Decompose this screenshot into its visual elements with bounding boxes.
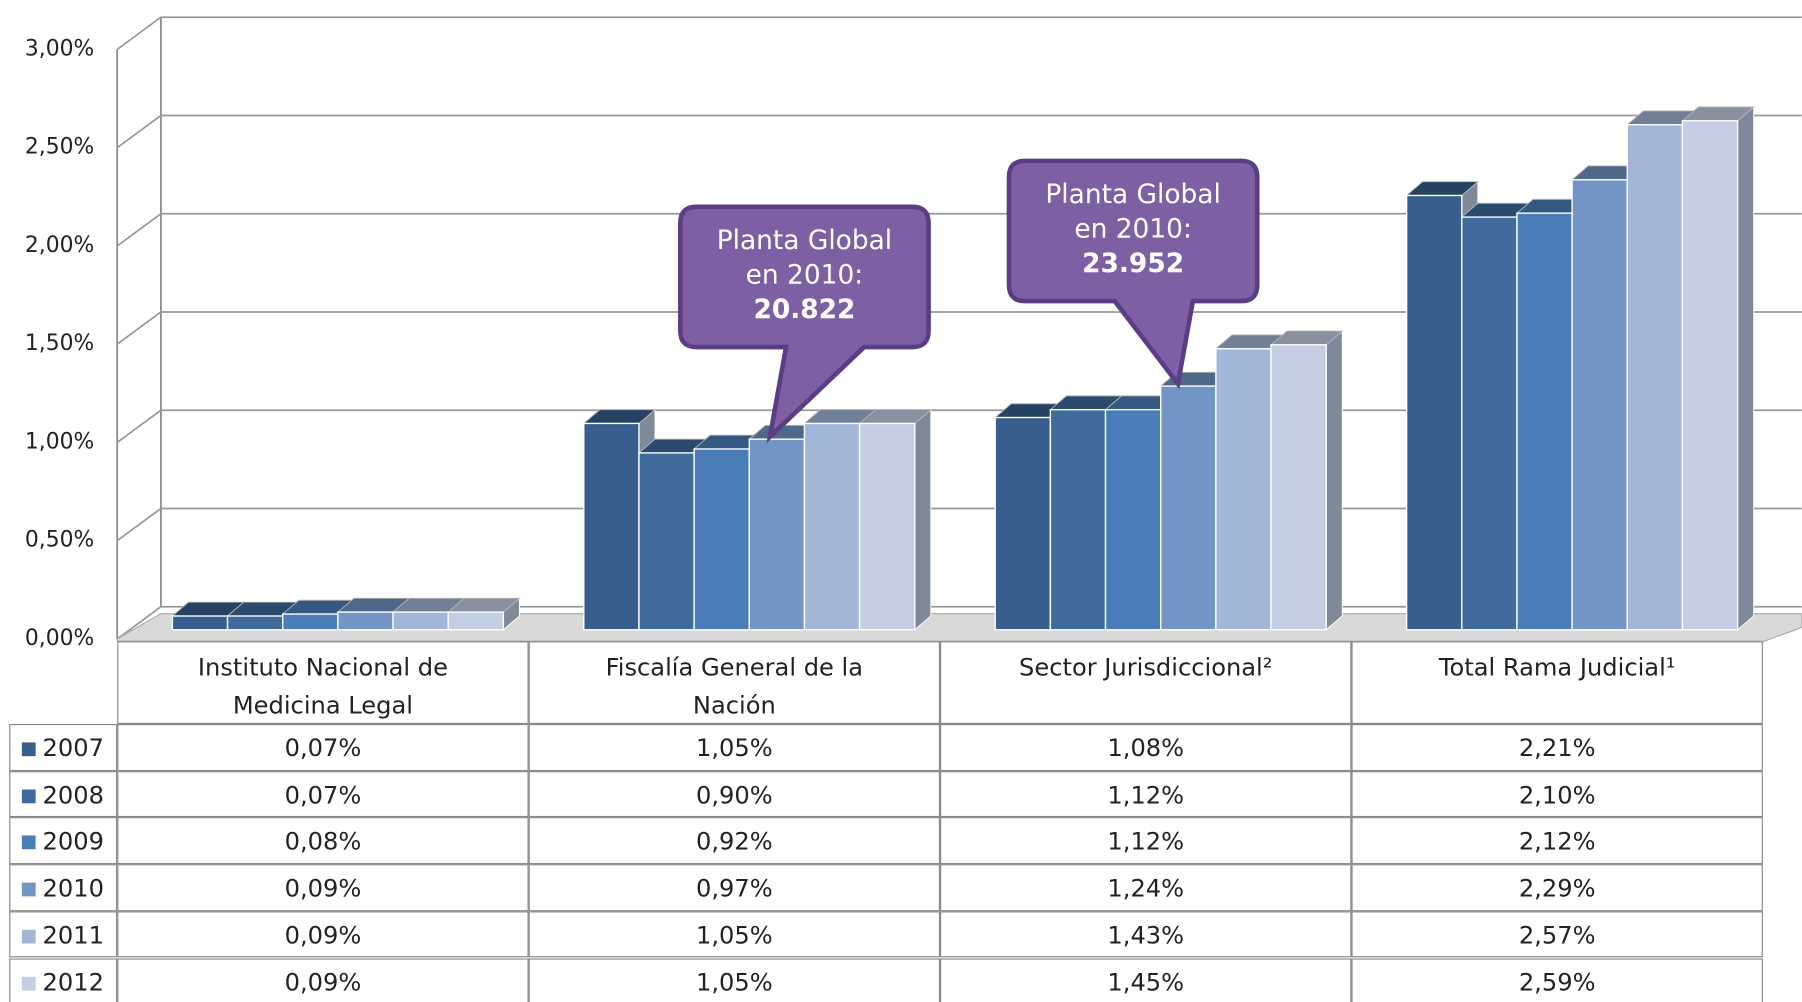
table-cell: 1,24% [940, 864, 1352, 912]
table-cell: 2,29% [1351, 864, 1763, 912]
bar [1626, 124, 1684, 631]
bar [1571, 179, 1628, 631]
bar [1681, 120, 1739, 631]
table-cell: 0,07% [117, 723, 529, 771]
bar [1270, 344, 1327, 631]
callout [678, 204, 931, 444]
bar [1516, 212, 1573, 631]
table-cell: 1,12% [940, 817, 1352, 865]
callout [1006, 158, 1260, 390]
callout-text: en 2010: [746, 259, 864, 290]
table-cell: 0,09% [117, 864, 529, 912]
bar [1104, 408, 1162, 631]
table-cell: 0,92% [528, 817, 941, 865]
grid-line [116, 311, 1802, 345]
table-cell: 1,45% [940, 957, 1352, 1002]
y-tick-label: 0,50% [25, 528, 94, 553]
callout-text: Planta Global [1045, 179, 1220, 210]
table-cell: 2,10% [1351, 770, 1763, 818]
bar [282, 613, 339, 631]
table-header: Total Rama Judicial¹ [1351, 641, 1763, 724]
table-header: Fiscalía General de la Nación [528, 641, 941, 724]
legend-label: 2009 [42, 827, 104, 856]
table-header: Instituto Nacional de Medicina Legal [117, 641, 529, 724]
bar [171, 615, 229, 631]
grid-line [116, 16, 1802, 51]
bar-side [1737, 106, 1755, 631]
legend-cell: 2008 [9, 770, 118, 818]
table-cell: 0,07% [117, 770, 529, 818]
legend-swatch [21, 835, 36, 850]
bar-side [1325, 330, 1343, 631]
legend-swatch [21, 976, 36, 991]
table-cell: 0,09% [117, 957, 529, 1002]
legend-swatch [21, 929, 36, 944]
bar [748, 438, 806, 631]
bar [858, 422, 916, 631]
bar [1461, 216, 1518, 631]
bar [693, 448, 750, 631]
bar [1160, 385, 1217, 631]
table-cell: 2,57% [1351, 911, 1763, 958]
table-cell: 1,12% [940, 770, 1352, 818]
bar [226, 615, 284, 631]
legend-cell: 2007 [9, 723, 118, 771]
table-cell: 0,90% [528, 770, 941, 818]
legend-cell: 2009 [9, 817, 118, 865]
legend-label: 2007 [42, 734, 104, 762]
bar [1405, 194, 1463, 631]
table-cell: 2,21% [1351, 723, 1763, 771]
table-cell: 1,08% [940, 723, 1352, 771]
bar [1215, 348, 1272, 631]
legend-label: 2008 [42, 781, 104, 809]
y-tick-label: 1,50% [25, 331, 94, 356]
legend-cell: 2011 [9, 911, 118, 958]
bar [583, 422, 640, 631]
table-cell: 1,05% [528, 911, 941, 958]
legend-label: 2010 [42, 874, 104, 903]
table-cell: 0,97% [528, 864, 941, 912]
table-cell: 0,08% [117, 817, 529, 865]
y-tick-label: 2,00% [25, 233, 94, 258]
legend-swatch [21, 742, 36, 757]
bar-side [914, 408, 932, 631]
table-cell: 2,12% [1351, 817, 1763, 865]
table-cell: 1,05% [528, 723, 941, 771]
callout-text: 23.952 [1082, 248, 1184, 279]
bar [638, 452, 695, 631]
y-tick-label: 3,00% [25, 36, 94, 61]
bar [803, 422, 861, 631]
legend-swatch [21, 882, 36, 897]
table-cell: 1,43% [940, 911, 1352, 958]
bar [337, 611, 394, 631]
legend-label: 2011 [42, 921, 104, 950]
y-tick-label: 2,50% [25, 135, 94, 160]
table-cell: 1,05% [528, 957, 941, 1002]
legend-label: 2012 [42, 968, 104, 996]
legend-cell: 2012 [9, 957, 118, 1002]
bar [447, 611, 505, 631]
bar [994, 416, 1052, 631]
y-tick-label: 0,00% [25, 626, 94, 651]
legend-cell: 2010 [9, 864, 118, 912]
callout-text: Planta Global [717, 225, 892, 256]
callout-text: en 2010: [1074, 213, 1192, 244]
table-cell: 2,59% [1351, 957, 1763, 1002]
bar [1049, 408, 1107, 631]
grid-line [116, 114, 1802, 149]
legend-swatch [21, 789, 36, 803]
bar [392, 611, 449, 631]
callout-text: 20.822 [753, 294, 855, 325]
table-cell: 0,09% [117, 911, 529, 958]
table-header: Sector Jurisdiccional² [940, 641, 1352, 724]
y-tick-label: 1,00% [25, 429, 94, 454]
